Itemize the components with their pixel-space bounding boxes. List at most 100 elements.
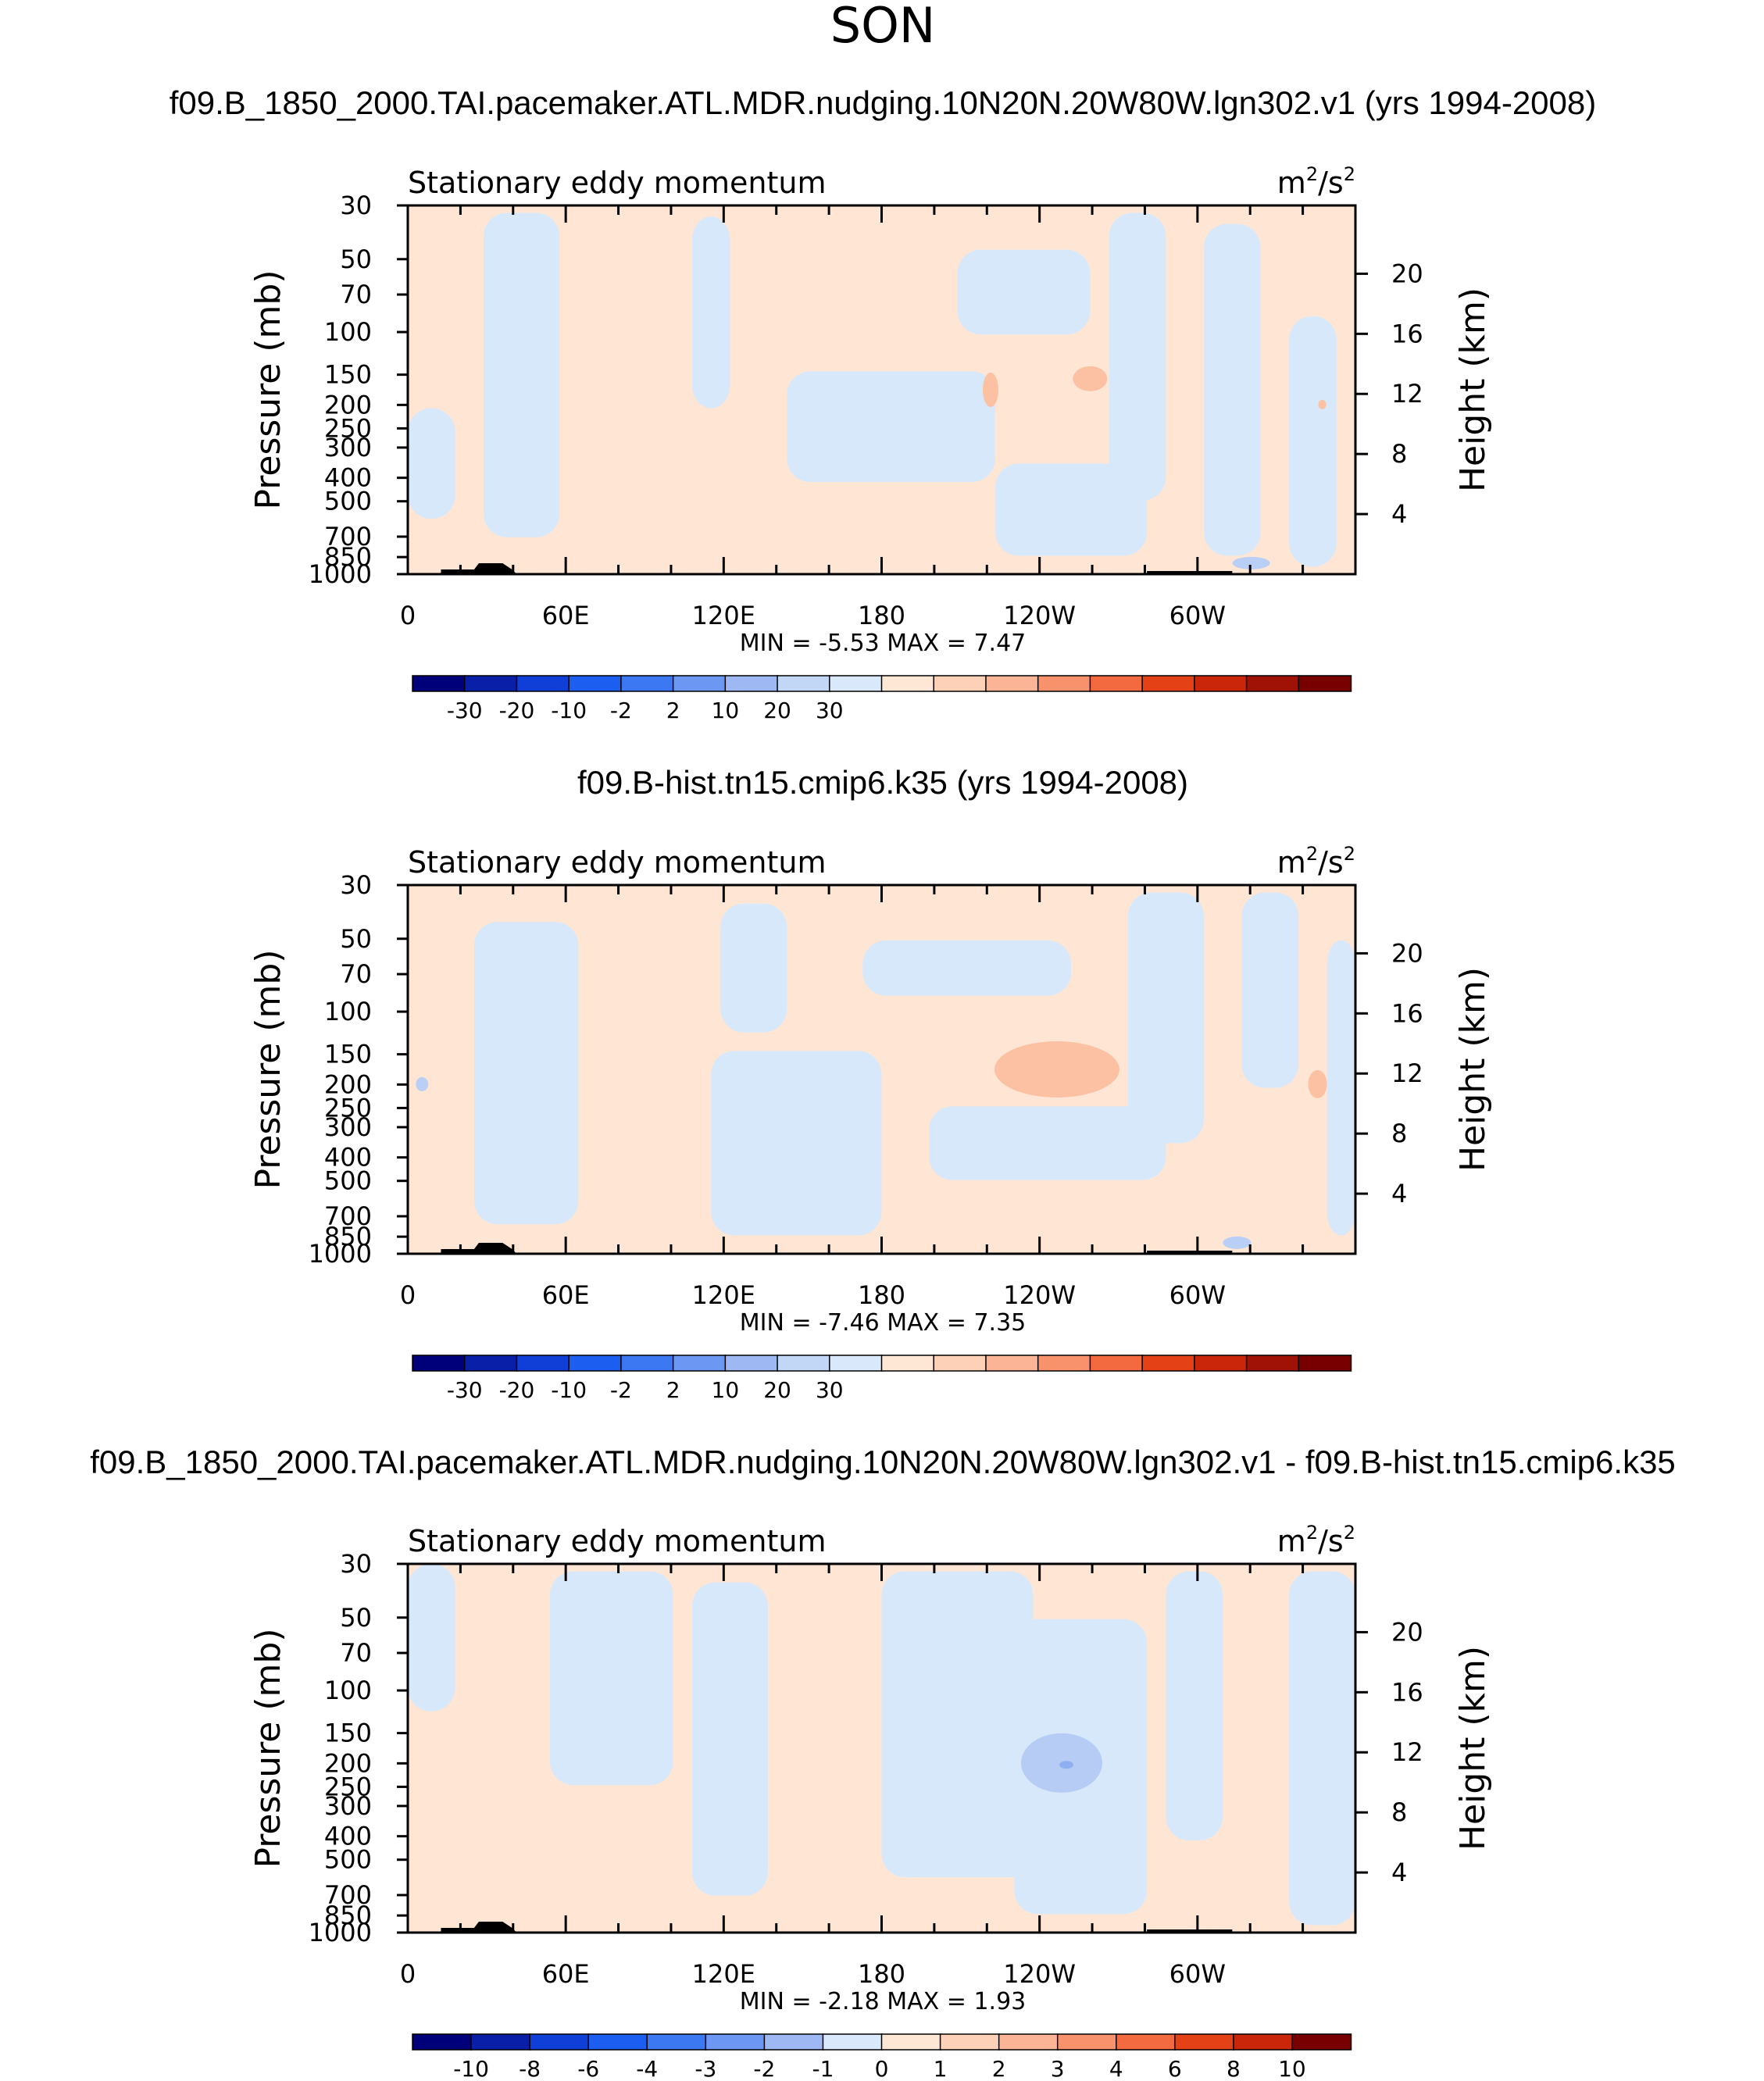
negative-region [1223,1236,1252,1249]
x-tick-label: 0 [400,601,416,630]
variable-label: Stationary eddy momentum [408,1524,827,1558]
negative-region [1289,1571,1355,1926]
colorbar-label: 20 [763,698,791,723]
colorbar-box [933,675,987,692]
colorbar-label: 30 [816,698,844,723]
units-label: m2/s2 [1277,1522,1355,1558]
y2-tick-label: 8 [1391,1119,1407,1148]
y-tick-label: 500 [324,487,372,516]
colorbar-box [1089,1355,1144,1372]
topography [1147,1251,1233,1254]
negative-region [408,1564,455,1712]
x-tick-label: 120W [1003,1959,1076,1989]
colorbar-box [985,675,1039,692]
y2-tick-label: 4 [1391,1179,1407,1208]
min-max-stats: MIN = -2.18 MAX = 1.93 [740,1988,1027,2015]
units-sup: 2 [1306,843,1318,865]
x-tick-label: 60E [542,1280,590,1310]
y2-axis-title: Height (km) [1453,1646,1493,1851]
units-sup: 2 [1344,1522,1355,1544]
negative-region [416,1076,429,1091]
y2-tick-label: 20 [1391,259,1423,288]
contour-field [408,885,1355,1254]
topography [1147,571,1233,574]
y-tick-label: 700 [324,522,372,551]
colorbar-label: -10 [551,1377,587,1403]
y-tick-label: 1000 [309,1239,372,1269]
colorbar-label: -8 [519,2056,541,2081]
colorbar-box [463,1355,518,1372]
units-sup: 2 [1344,843,1355,865]
colorbar-label: -2 [610,1377,632,1403]
x-tick-label: 180 [858,601,905,630]
units-mid: /s [1318,1524,1344,1558]
negative-region [691,1582,768,1896]
y2-tick-label: 12 [1391,1058,1423,1088]
y-tick-label: 250 [324,1093,372,1123]
y2-tick-label: 16 [1391,998,1423,1028]
units-sup: 2 [1306,163,1318,185]
positive-region [1073,366,1108,391]
colorbar: -30 -20 -10 -2 2 10 20 30 [412,1355,1352,1403]
units-label: m2/s2 [1277,163,1355,200]
y-tick-label: 400 [324,1822,372,1851]
y-tick-label: 70 [340,1638,372,1668]
y-tick-label: 850 [324,1222,372,1251]
colorbar-box [463,675,518,692]
colorbar-label: 30 [816,1377,844,1403]
colorbar-box [620,1355,674,1372]
y-tick-label: 150 [324,360,372,390]
colorbar-label: -10 [551,698,587,723]
x-tick-label: 0 [400,1959,416,1989]
negative-region [720,903,787,1033]
colorbar-box [829,1355,883,1372]
y-tick-label: 200 [324,1748,372,1778]
units-mid: /s [1318,166,1344,200]
x-tick-label: 120E [692,1280,755,1310]
y-tick-label: 700 [324,1201,372,1231]
colorbar-label: 10 [712,698,740,723]
colorbar-box [939,2033,1000,2051]
colorbar-label: 10 [1278,2056,1306,2081]
colorbar-box [1056,2033,1117,2051]
colorbar-box [1194,675,1248,692]
colorbar-box [763,2033,824,2051]
colorbar-label: -2 [753,2056,775,2081]
colorbar-box [822,2033,883,2051]
negative-region [549,1571,673,1786]
y-tick-label: 50 [340,1603,372,1633]
colorbar: -30 -20 -10 -2 2 10 20 30 [412,675,1352,723]
colorbar-label: 0 [875,2056,889,2081]
units-base: m [1277,166,1306,200]
colorbar-box [724,1355,779,1372]
y-tick-label: 300 [324,433,372,462]
y-tick-label: 850 [324,1901,372,1930]
colorbar-box [529,2033,590,2051]
y2-tick-label: 8 [1391,1797,1407,1827]
colorbar-box [672,675,727,692]
y2-tick-label: 4 [1391,499,1407,529]
colorbar-box [1194,1355,1248,1372]
colorbar-box [620,675,674,692]
colorbar-box [1233,2033,1294,2051]
colorbar-box [470,2033,531,2051]
units-sup: 2 [1306,1522,1318,1544]
colorbar-box [516,675,570,692]
negative-region [1241,892,1299,1088]
x-tick-label: 60E [542,1959,590,1989]
panel-3: f09.B_1850_2000.TAI.pacemaker.ATL.MDR.nu… [90,1444,1676,2081]
y-tick-label: 400 [324,463,372,493]
negative-region [957,249,1091,335]
positive-region [1308,1069,1327,1098]
colorbar: -10 -8 -6 -4 -3 -2 -1 0 1 2 3 4 6 8 10 [412,2033,1352,2081]
colorbar-box [568,1355,623,1372]
units-sup: 2 [1344,163,1355,185]
y-tick-label: 50 [340,924,372,954]
y-tick-label: 1000 [309,1918,372,1947]
negative-region [1289,316,1337,567]
y-tick-label: 100 [324,997,372,1026]
colorbar-box [412,675,466,692]
colorbar-label: 8 [1227,2056,1241,2081]
y-tick-label: 30 [340,870,372,900]
colorbar-box [412,2033,473,2051]
